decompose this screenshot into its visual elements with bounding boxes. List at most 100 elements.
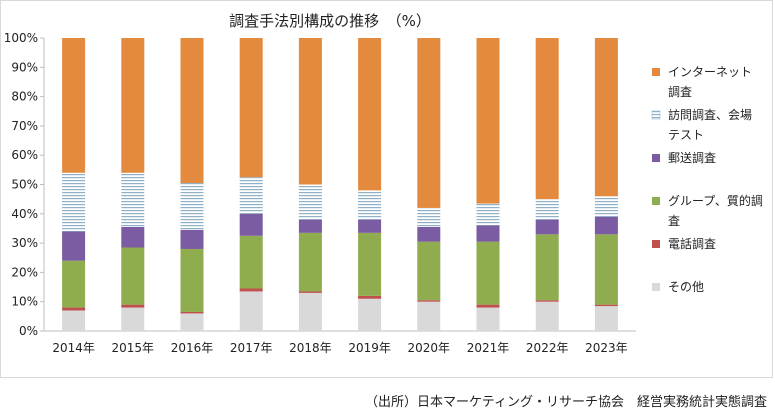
bar-stack (121, 38, 145, 331)
bar-segment (417, 38, 441, 208)
legend-swatch (652, 240, 660, 248)
legend-swatch (652, 283, 660, 291)
bar-segment (239, 213, 263, 236)
bar-segment (417, 226, 441, 242)
bar-segment (121, 226, 145, 248)
bar-segment (358, 219, 382, 233)
x-tick-label: 2023年 (585, 341, 628, 355)
legend-item: 郵送調査 (652, 150, 716, 165)
bar-segment (594, 216, 618, 235)
bars (62, 38, 618, 331)
y-tick-label: 100% (4, 31, 38, 45)
legend-label: グループ、質的調 (668, 193, 763, 208)
bar-segment (121, 247, 145, 305)
bar-segment (180, 311, 204, 314)
bar-segment (62, 310, 86, 331)
y-tick-label: 50% (11, 178, 38, 192)
bar-stack (417, 38, 441, 331)
legend-item: その他 (652, 280, 704, 294)
bar-segment (121, 38, 145, 173)
bar-segment (121, 304, 145, 308)
stacked-bar-chart: 調査手法別構成の推移 （%） 0% 10% 20% 30% 40% 50% 60% 70% 80… (4, 12, 763, 355)
y-tick-label: 0% (19, 324, 38, 338)
bar-segment (535, 38, 559, 200)
bar-segment (180, 183, 204, 230)
x-axis: 2014年 2015年 2016年 2017年 2018年 2019年 2020年 2021年… (44, 330, 636, 355)
y-tick-label: 20% (11, 265, 38, 279)
bar-segment (476, 38, 500, 204)
bar-segment (239, 235, 263, 289)
bar-segment (476, 307, 500, 331)
y-tick-label: 60% (11, 148, 38, 162)
bar-segment (239, 38, 263, 178)
chart-title: 調査手法別構成の推移 （%） (229, 12, 431, 30)
x-tick-label: 2017年 (230, 341, 273, 355)
bar-segment (535, 219, 559, 235)
bar-segment (535, 301, 559, 331)
legend-label: インターネット (668, 65, 752, 79)
bar-stack (358, 38, 382, 331)
bar-segment (180, 313, 204, 331)
bar-segment (298, 291, 322, 293)
bar-segment (298, 292, 322, 331)
bar-segment (358, 232, 382, 296)
bar-segment (298, 38, 322, 185)
x-tick-label: 2020年 (408, 341, 451, 355)
bar-segment (358, 295, 382, 299)
y-tick-label: 40% (11, 207, 38, 221)
bar-stack (180, 38, 204, 331)
bar-segment (594, 304, 618, 307)
y-axis: 0% 10% 20% 30% 40% 50% 60% 70% 80% 90% 100% (4, 31, 45, 338)
bar-segment (417, 241, 441, 301)
legend-swatch (652, 154, 660, 162)
bar-segment (594, 234, 618, 305)
bar-segment (239, 291, 263, 331)
legend-label: 調査 (668, 85, 692, 99)
x-tick-label: 2021年 (467, 341, 510, 355)
bar-segment (535, 234, 559, 301)
bar-segment (121, 172, 145, 227)
bar-segment (358, 190, 382, 220)
legend-item: 電話調査 (652, 236, 716, 251)
legend-label: 郵送調査 (668, 150, 716, 165)
bar-segment (358, 38, 382, 191)
chart-frame (0, 0, 773, 378)
x-tick-label: 2018年 (289, 341, 332, 355)
bar-segment (239, 177, 263, 214)
bar-segment (417, 301, 441, 331)
bar-segment (180, 229, 204, 249)
legend-swatch (651, 110, 661, 120)
legend-label: 査 (668, 214, 680, 228)
bar-segment (62, 172, 86, 232)
bar-segment (180, 248, 204, 312)
bar-stack (535, 38, 559, 331)
bar-segment (298, 219, 322, 233)
legend-label: 電話調査 (668, 236, 716, 251)
legend-label: その他 (668, 280, 704, 294)
bar-stack (239, 38, 263, 331)
bar-segment (358, 298, 382, 331)
x-tick-label: 2019年 (348, 341, 391, 355)
bar-segment (62, 38, 86, 173)
bar-segment (62, 307, 86, 311)
bar-segment (62, 231, 86, 261)
bar-segment (239, 288, 263, 292)
legend-swatch (652, 197, 660, 205)
bar-segment (476, 304, 500, 308)
y-tick-label: 90% (11, 60, 38, 74)
x-tick-label: 2015年 (112, 341, 155, 355)
y-tick-label: 80% (11, 90, 38, 104)
y-tick-label: 10% (11, 295, 38, 309)
y-tick-label: 70% (11, 119, 38, 133)
x-tick-label: 2014年 (52, 341, 95, 355)
x-tick-label: 2016年 (171, 341, 214, 355)
bar-stack (62, 38, 86, 331)
bar-segment (535, 199, 559, 220)
bar-stack (298, 38, 322, 331)
y-tick-label: 30% (11, 236, 38, 250)
bar-segment (594, 306, 618, 331)
bar-segment (476, 225, 500, 242)
x-tick-label: 2022年 (526, 341, 569, 355)
